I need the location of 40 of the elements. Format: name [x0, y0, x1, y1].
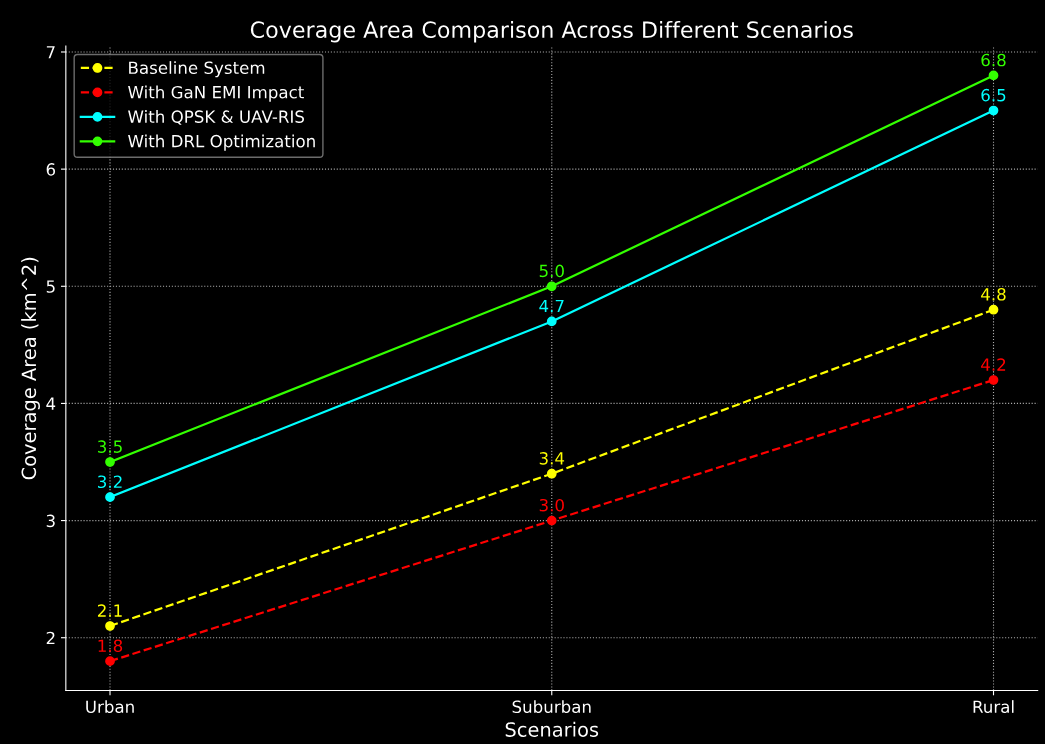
chart-title: Coverage Area Comparison Across Different Scenarios	[250, 20, 853, 43]
y-tick-label: 6	[46, 163, 56, 176]
y-tick-label: 7	[46, 46, 55, 59]
point	[546, 515, 557, 526]
legend-label: With QPSK & UAV-RIS	[128, 110, 305, 125]
y-tick-label: 4	[46, 397, 56, 410]
point	[105, 621, 115, 631]
data-label: 4.2	[981, 358, 1006, 371]
x-tick-label: Suburban	[512, 700, 591, 714]
data-label: 3.4	[539, 452, 565, 465]
data-label: 1.8	[98, 639, 123, 653]
data-label: 6.5	[981, 88, 1006, 102]
point	[105, 656, 115, 667]
legend-label: With GaN EMI Impact	[128, 85, 304, 102]
data-label: 4.7	[539, 299, 564, 313]
point	[988, 70, 999, 81]
point	[546, 316, 557, 327]
data-label: 5.0	[539, 264, 564, 278]
legend-label: Baseline System	[129, 61, 265, 78]
y-tick-label: 2	[46, 631, 55, 645]
y-tick-label: 3	[46, 514, 55, 528]
point	[546, 281, 557, 292]
data-label: 6.8	[981, 53, 1006, 67]
y-tick-label: 5	[46, 280, 55, 293]
data-label: 4.8	[981, 288, 1006, 301]
point	[105, 492, 115, 503]
data-label: 3.0	[539, 498, 564, 512]
point	[988, 304, 999, 315]
point	[988, 105, 999, 116]
x-axis-title: Scenarios	[505, 721, 599, 737]
data-label: 3.2	[98, 475, 122, 489]
point	[988, 375, 999, 385]
data-label: 3.5	[98, 440, 122, 453]
x-tick-label: Rural	[973, 700, 1014, 714]
x-tick-label: Urban	[86, 700, 134, 714]
point	[546, 468, 557, 479]
point	[105, 457, 115, 467]
y-axis-title: Coverage Area (km^2)	[21, 257, 40, 480]
data-label: 2.1	[97, 604, 122, 617]
legend-label: With DRL Optimization	[128, 134, 315, 151]
